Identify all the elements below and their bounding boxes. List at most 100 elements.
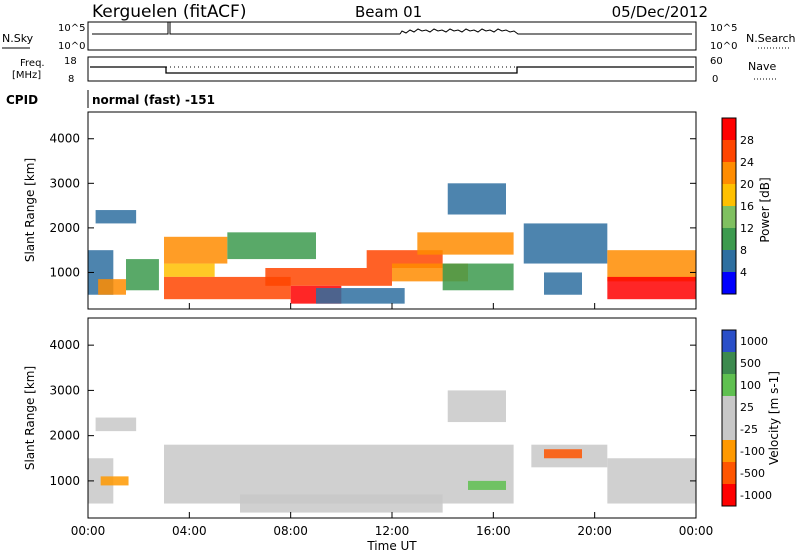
power-region-3 (126, 259, 159, 291)
colorbar-tick-label: -25 (740, 423, 758, 436)
velocity-heatmap (88, 390, 696, 513)
colorbar-swatch (722, 184, 736, 206)
x-axis-label: Time UT (366, 539, 417, 553)
colorbar-tick-label: 12 (740, 222, 754, 235)
y-tick-label: 1000 (49, 265, 80, 279)
power-y-label: Slant Range [km] (23, 158, 37, 262)
colorbar-swatch (722, 228, 736, 250)
colorbar-swatch (722, 206, 736, 228)
velocity-region-8 (544, 449, 582, 459)
freq-tick-top: 18 (64, 56, 77, 67)
colorbar-frame (721, 329, 737, 507)
colorbar-tick-label: 25 (740, 401, 754, 414)
x-tick-label: 08:00 (273, 524, 308, 538)
power-region-15 (447, 183, 506, 215)
station-title: Kerguelen (fitACF) (92, 2, 246, 22)
velocity-colorbar: 1000 500 100 25 -25 -100 -500 -1000 (721, 329, 772, 507)
noise-right-label: N.Search (746, 32, 796, 45)
colorbar-tick-label: 8 (740, 244, 747, 257)
x-tick-label: 00:00 (71, 524, 106, 538)
x-tick-label: 12:00 (375, 524, 410, 538)
velocity-region-6 (468, 480, 506, 490)
power-region-5 (164, 263, 215, 277)
colorbar-swatch (722, 272, 736, 294)
colorbar-swatch (722, 484, 736, 506)
power-region-19 (607, 276, 696, 300)
colorbar-frame (721, 117, 737, 295)
velocity-colorbar-label: Velocity [m s-1] (767, 371, 781, 465)
beam-title: Beam 01 (355, 3, 422, 21)
velocity-region-3 (164, 444, 514, 504)
colorbar-tick-label: 28 (740, 134, 754, 147)
x-tick-label: 20:00 (577, 524, 612, 538)
colorbar-swatch (722, 118, 736, 140)
noise-left-label: N.Sky (2, 32, 34, 45)
freq-tick-bottom: 8 (68, 74, 74, 85)
colorbar-tick-label: 16 (740, 200, 754, 213)
frequency-panel: Freq. [MHz] 18 8 60 0 Nave (12, 56, 776, 85)
power-heatmap (88, 183, 696, 304)
y-tick-label: 3000 (49, 383, 80, 397)
colorbar-swatch (722, 250, 736, 272)
cpid-text: normal (fast) -151 (92, 93, 215, 107)
power-panel: 1000 2000 3000 4000 Slant Range [km] 28 24 20… (23, 111, 772, 310)
power-region-2 (98, 279, 126, 295)
power-region-13 (417, 232, 514, 255)
noise-left-tick-top: 10^5 (58, 23, 85, 34)
time-axis-ticks: 00:00 04:00 08:00 12:00 16:00 20:00 00:00 (71, 303, 714, 538)
y-tick-label: 4000 (49, 132, 80, 146)
noise-trace (92, 22, 692, 35)
x-tick-label: 16:00 (476, 524, 511, 538)
colorbar-tick-label: 500 (740, 357, 761, 370)
freq-frame (87, 56, 697, 82)
date-title: 05/Dec/2012 (612, 3, 708, 21)
power-region-16 (523, 223, 608, 264)
colorbar-tick-label: -100 (740, 445, 765, 458)
velocity-region-2 (100, 476, 129, 486)
colorbar-tick-label: 24 (740, 156, 754, 169)
power-region-17 (544, 272, 582, 295)
power-region-6 (164, 276, 291, 300)
power-colorbar-label: Power [dB] (758, 177, 772, 242)
colorbar-swatch (722, 418, 736, 440)
velocity-region-1 (95, 417, 137, 432)
noise-right-tick-bottom: 10^0 (710, 41, 737, 52)
power-region-1 (95, 210, 137, 224)
power-region-7 (227, 232, 316, 260)
y-tick-label: 4000 (49, 338, 80, 352)
noise-frame (87, 21, 697, 51)
colorbar-swatch (722, 462, 736, 484)
nave-label: Nave (748, 60, 776, 73)
colorbar-tick-label: 4 (740, 266, 747, 279)
x-tick-label: 00:00 (679, 524, 714, 538)
power-y-ticks: 1000 2000 3000 4000 (49, 132, 696, 279)
nave-tick-bottom: 0 (712, 74, 718, 85)
y-tick-label: 3000 (49, 176, 80, 190)
y-tick-label: 2000 (49, 429, 80, 443)
colorbar-tick-label: -500 (740, 467, 765, 480)
colorbar-swatch (722, 440, 736, 462)
colorbar-swatch (722, 374, 736, 396)
freq-trace (90, 66, 694, 74)
y-tick-label: 2000 (49, 221, 80, 235)
colorbar-swatch (722, 330, 736, 352)
power-region-10 (316, 288, 405, 304)
power-region-18 (607, 250, 696, 282)
velocity-region-9 (607, 458, 696, 504)
y-tick-label: 1000 (49, 474, 80, 488)
freq-label-line1: Freq. (20, 58, 45, 69)
velocity-region-4 (240, 494, 443, 513)
velocity-region-5 (447, 390, 506, 423)
colorbar-swatch (722, 396, 736, 418)
velocity-y-label: Slant Range [km] (23, 366, 37, 470)
power-region-14 (442, 263, 514, 291)
colorbar-tick-label: 100 (740, 379, 761, 392)
colorbar-tick-label: -1000 (740, 489, 772, 502)
noise-left-tick-bottom: 10^0 (58, 41, 85, 52)
colorbar-swatch (722, 140, 736, 162)
colorbar-tick-label: 1000 (740, 335, 768, 348)
x-tick-label: 04:00 (172, 524, 207, 538)
power-colorbar: 28 24 20 16 12 8 4 (721, 117, 754, 295)
freq-label-line2: [MHz] (12, 70, 41, 81)
